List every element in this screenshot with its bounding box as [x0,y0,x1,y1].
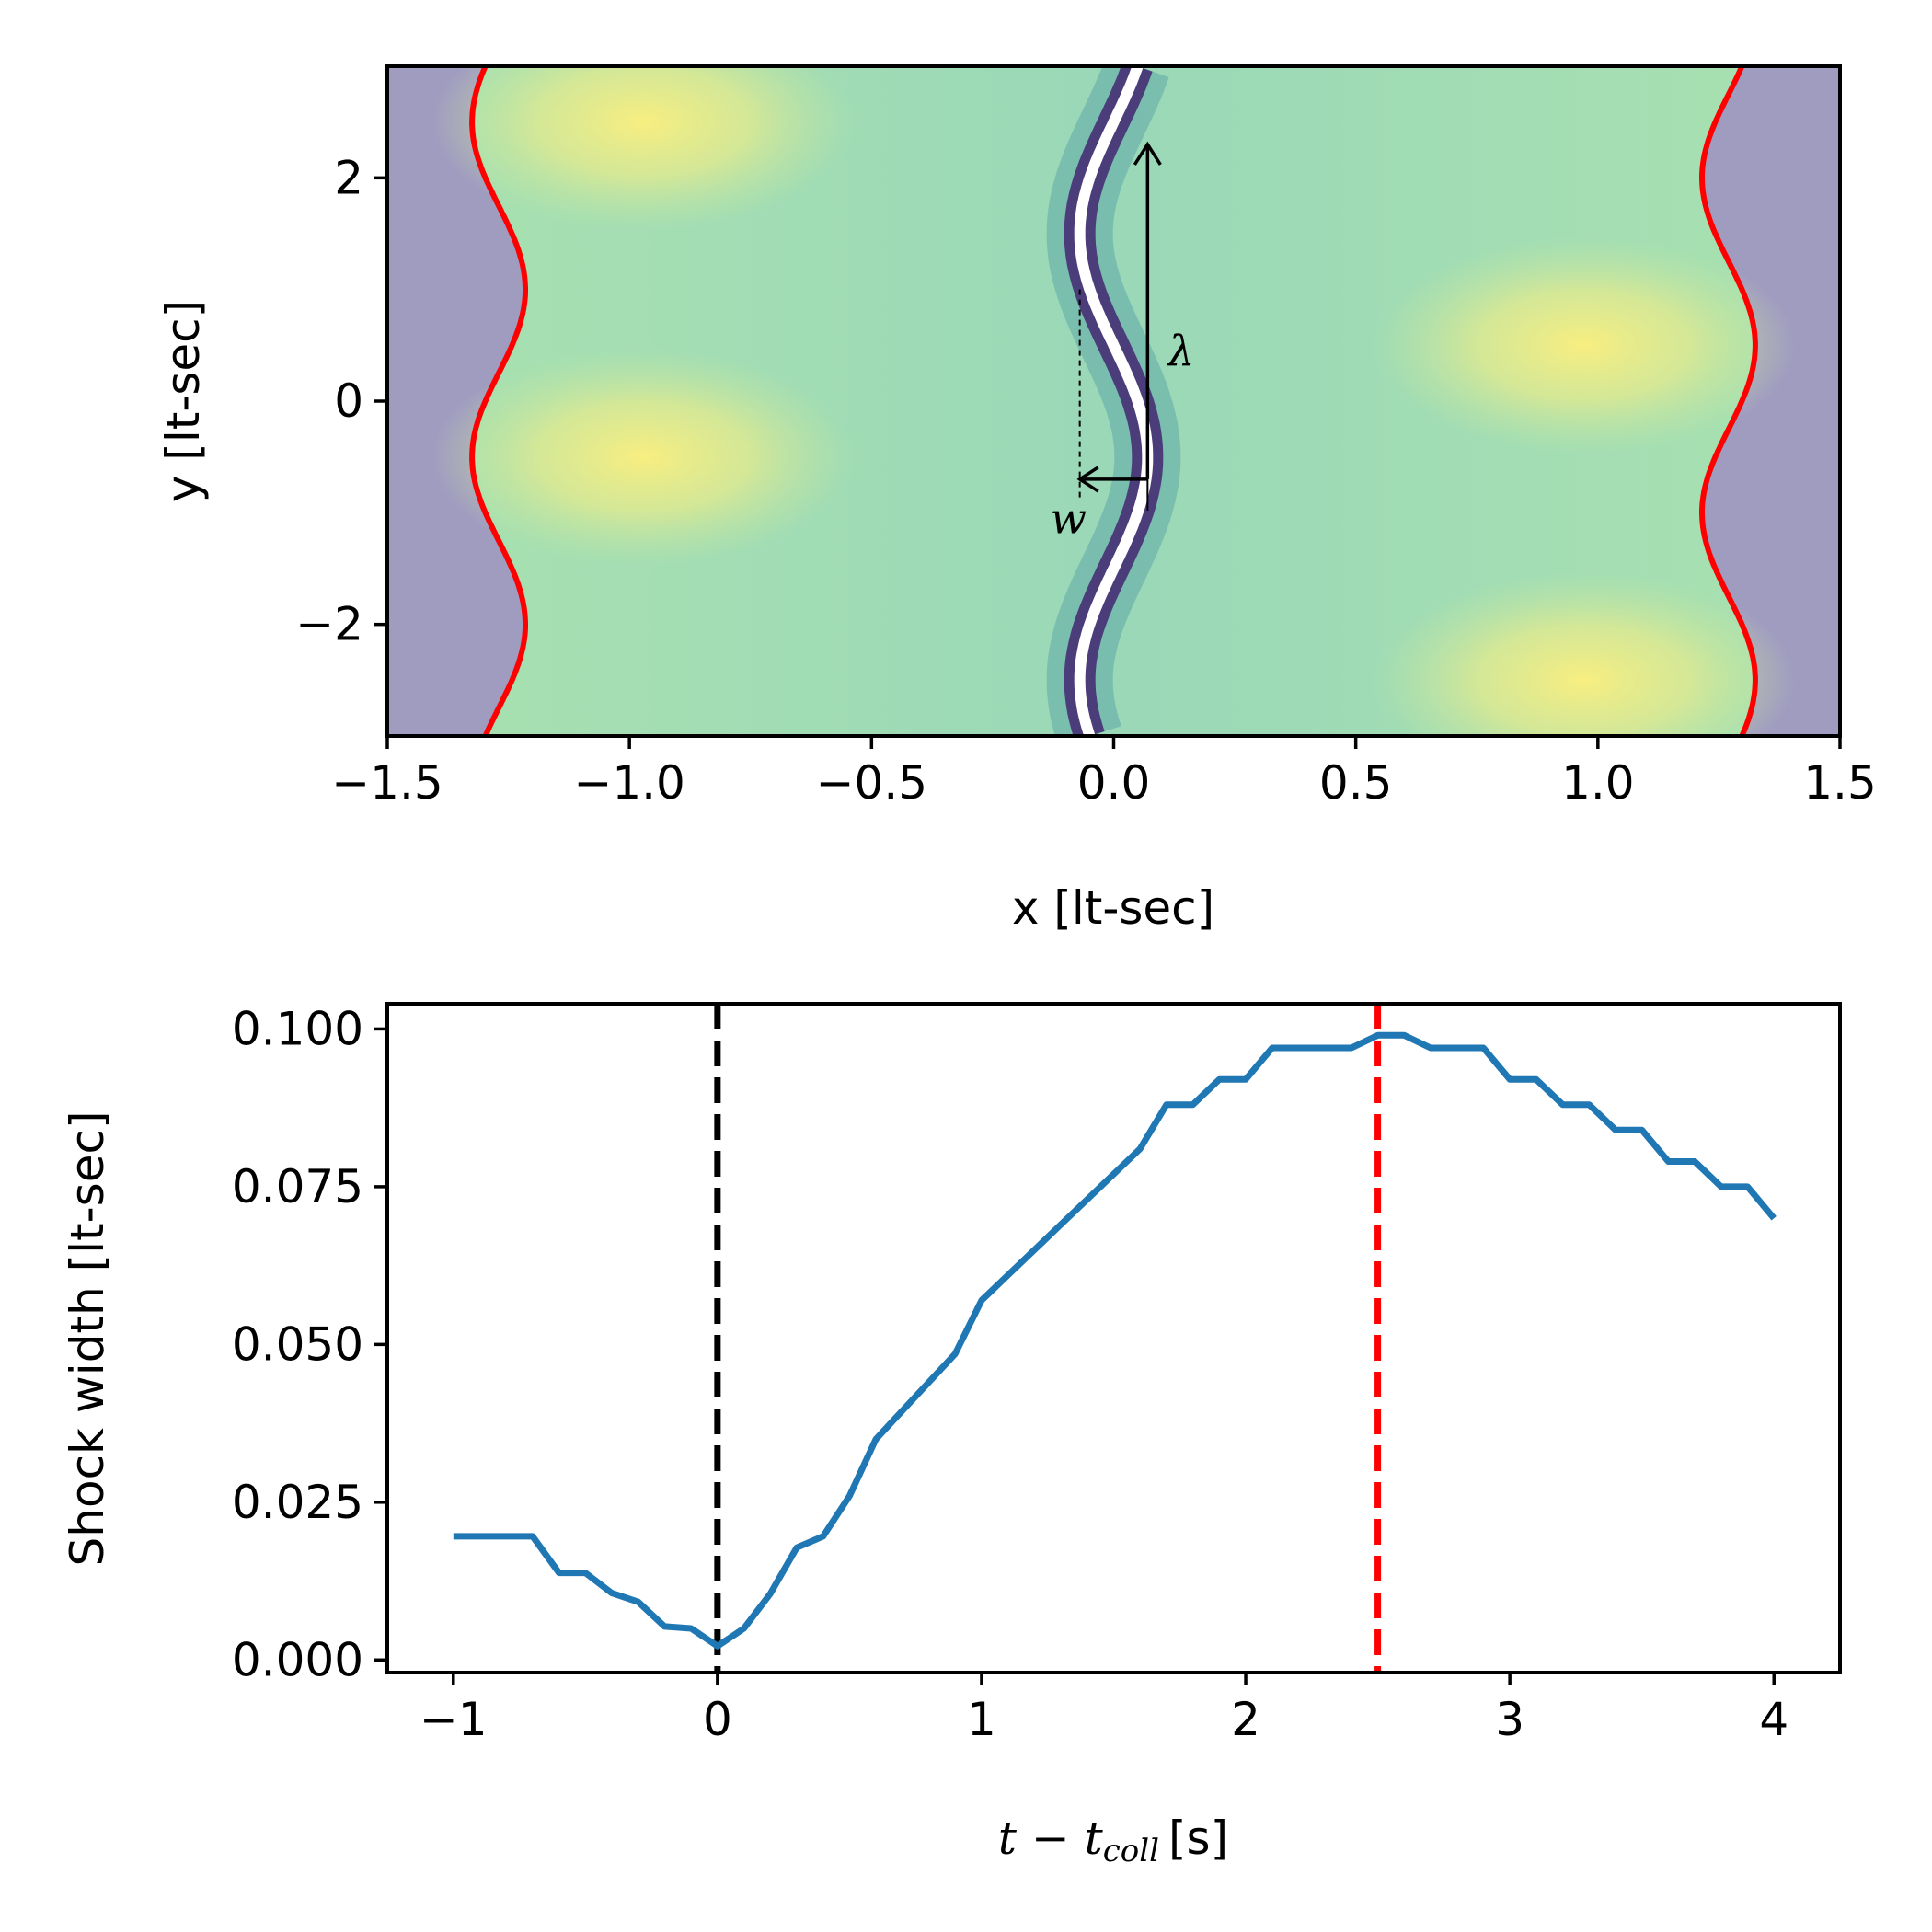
shock-width-series-line [453,1031,1777,1650]
y-tick-label: −2 [295,598,363,651]
top-y-axis-label: y [lt-sec] [156,300,210,502]
y-tick-label: 0 [334,374,363,428]
bottom-x-axis-label-unit: [s] [1168,1811,1228,1865]
bright-spot [1372,236,1796,454]
x-tick-label: 1.0 [1561,756,1635,810]
x-tick-label: 4 [1759,1693,1788,1746]
y-tick-label: 0.050 [232,1317,363,1371]
x-tick-label: 1.5 [1803,756,1877,810]
bottom-x-axis-label: t − tcoll [s] [998,1811,1228,1869]
width-arrow-head [1076,466,1099,493]
x-tick-label: 0 [703,1693,732,1746]
bright-spot [431,348,856,566]
top-x-axis-label: x [lt-sec] [1012,881,1214,935]
heatmap-plot-area [387,66,1840,736]
top-x-ticks: −1.5 −1.0 −0.5 0.0 0.5 1.0 1.5 [331,736,1877,810]
bottom-axes-frame [385,1002,1842,1674]
x-tick-label: −1 [420,1693,488,1746]
x-tick-label: −0.5 [816,756,927,810]
shock-width-chart: −1 0 1 2 3 4 0.000 0.025 0.050 0.075 0.100 t − tc… [61,1002,1842,1869]
y-tick-label: 0.100 [232,1002,363,1055]
bottom-y-axis-label: Shock width [lt-sec] [61,1111,114,1567]
y-tick-label: 0.075 [232,1160,363,1213]
bright-spots [431,66,1796,736]
x-tick-label: 2 [1231,1693,1260,1746]
shock-center-line [1074,66,1154,736]
left-boundary-curve [469,66,528,736]
lambda-label: λ [1166,326,1194,375]
x-tick-label: 3 [1495,1693,1524,1746]
bottom-x-ticks: −1 0 1 2 3 4 [420,1673,1788,1746]
right-boundary-curve [1699,66,1758,736]
x-tick-label: −1.5 [331,756,443,810]
wavelength-width-annotation [1076,141,1162,511]
lambda-arrow-head [1133,141,1162,166]
x-tick-label: 0.0 [1077,756,1151,810]
bottom-x-axis-label-sub: coll [1103,1833,1159,1869]
x-tick-label: −1.0 [573,756,684,810]
shock-width-points [453,1035,1775,1647]
bottom-y-ticks: 0.000 0.025 0.050 0.075 0.100 [232,1002,387,1686]
bottom-x-axis-label-main: t − t [998,1811,1104,1865]
x-tick-label: 0.5 [1319,756,1393,810]
shock-density-map: λ w −1.5 −1.0 −0.5 0.0 0.5 1.0 1.5 2 0 −2 x [lt-… [156,64,1877,935]
y-tick-label: 2 [334,151,363,204]
bright-spot [1372,571,1795,736]
width-label: w [1051,493,1087,543]
top-y-ticks: 2 0 −2 [295,151,387,651]
bright-spot [432,66,856,231]
x-tick-label: 1 [967,1693,996,1746]
y-tick-label: 0.025 [232,1476,363,1529]
y-tick-label: 0.000 [232,1633,363,1686]
